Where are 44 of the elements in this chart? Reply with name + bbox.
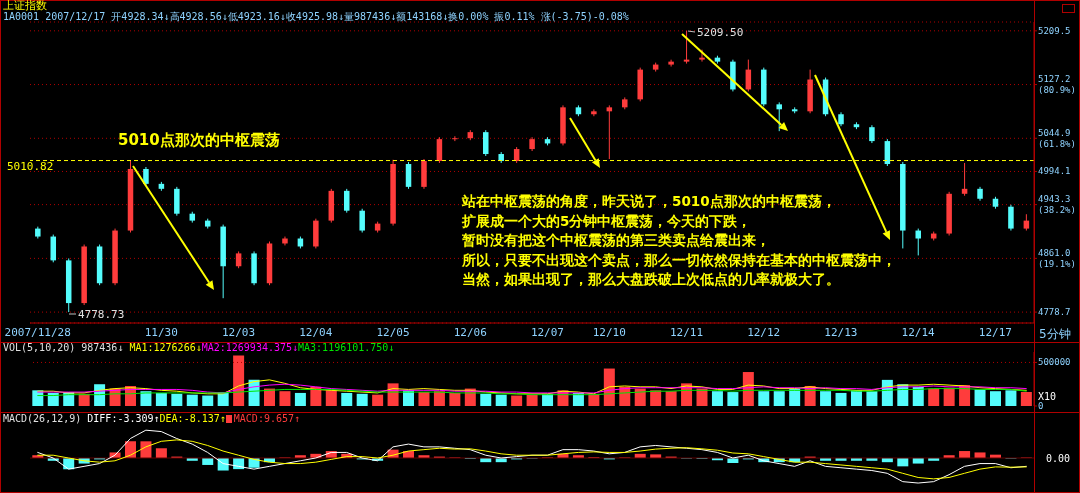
text: MA2:1269934.375↓ <box>201 342 299 353</box>
y-tick-label: 0 <box>1038 401 1044 411</box>
x-tick-label: 12/11 <box>669 326 704 340</box>
text: 0.00 <box>1046 453 1071 464</box>
x-tick-label: 12/12 <box>747 326 781 340</box>
x-tick-label: 12/14 <box>901 326 936 340</box>
x-tick-label: 12/17 <box>978 326 1012 340</box>
y-tick-label: 5044.9 (61.8%) <box>1038 127 1076 149</box>
chart-title: VOL(5,10,20) 987436↓ <box>3 342 125 353</box>
x-tick-label: 11/30 <box>144 326 178 340</box>
chart-subtitle: 1A0001 2007/12/17 开4928.34↓高4928.56↓低4923.16↓收4925.98↓量987436↓额143168↓换0.00% 振0.11% 涨(-3.75)-0.08% <box>3 11 629 22</box>
series-label: DIFF:-3.309↑ <box>87 413 160 424</box>
x-tick-label: 12/07 <box>530 326 565 340</box>
series-label: DEA:-8.137↑ <box>159 413 226 424</box>
y-tick-label: 5127.2 (80.9%) <box>1038 74 1076 96</box>
x-tick-label: 12/05 <box>376 326 410 340</box>
annotation: 5209.50 <box>697 26 744 39</box>
chart-title: MACD(26,12,9) <box>3 413 83 424</box>
x-tick-label: 12/13 <box>824 326 858 340</box>
x-tick-label: 12/06 <box>453 326 487 340</box>
x-tick-label: 12/10 <box>592 326 626 340</box>
x-axis-title: 5分钟 <box>1039 327 1071 341</box>
ref-line-label: 5010.82 <box>7 159 54 173</box>
annotation: 当然，如果出现了，那么大盘跌破上次低点的几率就极大了。 <box>462 271 840 287</box>
y-tick-label: 500000 <box>1038 357 1071 368</box>
chart-title: 上证指数 <box>3 0 48 12</box>
x-tick-label: 12/03 <box>221 326 256 340</box>
text: MA3:1196101.750↓ <box>298 342 395 353</box>
annotation: 4778.73 <box>78 308 125 321</box>
y-tick-label: 4994.1 <box>1038 166 1071 177</box>
annotation: 扩展成一个大的5分钟中枢震荡，今天的下跌， <box>461 212 752 229</box>
y-tick-label: 5209.5 <box>1038 25 1071 36</box>
annotation: 站在中枢震荡的角度，昨天说了，5010点那次的中枢震荡， <box>461 193 836 209</box>
y-tick-label: 4943.3 (38.2%) <box>1038 194 1076 216</box>
text: MA1:1276266↓ <box>129 342 202 353</box>
annotation: 暂时没有把这个中枢震荡的第三类卖点给震出来， <box>461 232 770 248</box>
y-tick-label: 4861.0 (19.1%) <box>1038 247 1076 269</box>
x-tick-label: 12/04 <box>299 326 333 340</box>
x-tick-label: 2007/11/28 <box>4 326 71 340</box>
legend-label: MACD:9.657↑ <box>232 413 301 424</box>
y-tick-label: 4778.7 <box>1038 307 1071 318</box>
annotation: 所以，只要不出现这个卖点，那么一切依然保持在基本的中枢震荡中， <box>461 251 896 268</box>
annotation: 5010点那次的中枢震荡 <box>118 130 280 149</box>
text: X10 <box>1038 391 1057 402</box>
